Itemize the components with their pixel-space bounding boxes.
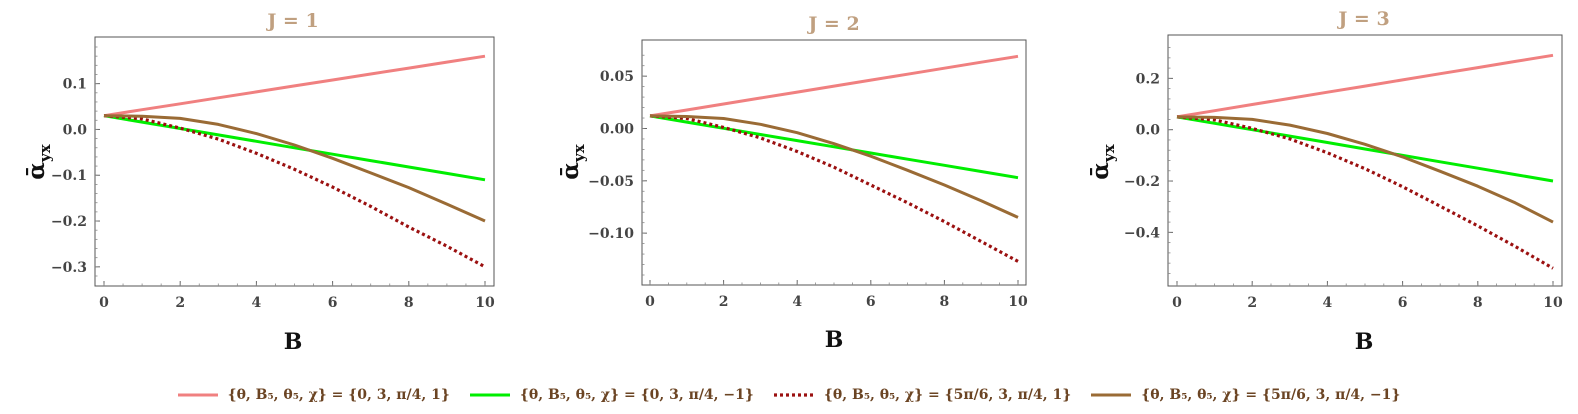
x-tick-label: 8 [1473,295,1483,311]
x-tick-label: 4 [252,295,262,311]
series-line [103,114,486,182]
x-tick-label: 0 [645,294,655,310]
series-line [649,114,1019,263]
y-tick-label: 0.05 [600,69,634,85]
plot-frame [94,36,495,287]
legend-item: {θ, B₅, θ₅, χ} = {5π/6, 3, π/4, 1} [773,387,1072,403]
x-tick-label: 10 [475,295,495,311]
y-axis-label-symbol: ᾱ [23,162,50,180]
x-tick-label: 10 [1008,294,1028,310]
y-tick-label: 0.0 [63,122,88,138]
svg-text:ᾱyx: ᾱyx [1087,143,1118,179]
x-tick-label: 6 [328,295,338,311]
legend-label: {θ, B₅, θ₅, χ} = {0, 3, π/4, −1} [519,387,754,403]
x-tick-label: 0 [1172,295,1182,311]
y-tick-label: 0.2 [1136,71,1160,87]
y-tick-label: 0.1 [63,77,87,93]
x-axis-label: B [284,329,303,355]
panel-j1: J = 1 B ᾱyx 0 2 4 6 8 10 0.1 0.0 −0.1 −0.2 −0.3 [23,10,495,355]
x-tick-label: 10 [1543,295,1563,311]
y-axis-label-symbol: ᾱ [557,162,584,180]
legend-swatch [177,393,218,397]
y-tick-label: −0.2 [1124,174,1160,190]
legend-label: {θ, B₅, θ₅, χ} = {5π/6, 3, π/4, −1} [1141,387,1401,403]
x-tick-label: 4 [1323,295,1333,311]
y-tick-label: −0.10 [588,226,634,242]
series-line [1176,53,1554,119]
svg-text:ᾱyx: ᾱyx [557,143,588,179]
y-axis-label-subscript: yx [570,143,588,163]
legend-swatch [1091,393,1132,397]
x-tick-label: 2 [1247,295,1257,311]
legend-label: {θ, B₅, θ₅, χ} = {0, 3, π/4, 1} [227,387,450,403]
y-tick-label: 0.00 [600,121,634,137]
x-axis-label: B [825,327,844,353]
y-axis-label: ᾱyx [23,143,54,179]
legend-swatch [469,393,510,397]
x-tick-label: 0 [99,295,109,311]
y-axis-label-symbol: ᾱ [1087,162,1114,180]
y-tick-label: −0.4 [1124,225,1160,241]
y-tick-label: −0.05 [588,174,634,190]
series-line [103,114,486,269]
series-line [1176,115,1554,270]
panel-j3: J = 3 B ᾱyx 0 2 4 6 8 10 0.2 0.0 −0.2 −0.4 [1087,8,1563,355]
y-tick-label: −0.1 [51,168,87,184]
x-tick-label: 8 [404,295,414,311]
legend: {θ, B₅, θ₅, χ} = {0, 3, π/4, 1} {θ, B₅, … [0,382,1578,408]
y-axis-label-subscript: yx [36,143,54,163]
legend-item: {θ, B₅, θ₅, χ} = {5π/6, 3, π/4, −1} [1091,387,1400,403]
y-axis-label: ᾱyx [1087,143,1118,179]
panel-title: J = 3 [1336,8,1389,30]
x-tick-label: 2 [175,295,185,311]
x-tick-label: 8 [940,294,950,310]
panel-title: J = 1 [265,10,318,32]
x-tick-label: 2 [719,294,729,310]
series-line [1176,115,1554,224]
legend-label: {θ, B₅, θ₅, χ} = {5π/6, 3, π/4, 1} [823,387,1072,403]
y-axis-label-subscript: yx [1100,143,1118,163]
legend-item: {θ, B₅, θ₅, χ} = {0, 3, π/4, −1} [469,387,754,403]
series-line [103,114,486,223]
series-line [649,114,1019,219]
x-tick-label: 6 [866,294,876,310]
plot-frame [1167,34,1563,287]
plot-frame [641,39,1027,286]
x-tick-label: 6 [1398,295,1408,311]
series-line [649,114,1019,180]
series-line [103,54,486,118]
svg-text:ᾱyx: ᾱyx [23,143,54,179]
x-tick-label: 4 [792,294,802,310]
legend-item: {θ, B₅, θ₅, χ} = {0, 3, π/4, 1} [177,387,450,403]
legend-swatch [773,393,814,397]
series-line [649,54,1019,118]
panel-title: J = 2 [806,13,859,35]
y-axis-label: ᾱyx [557,143,588,179]
panel-j2: J = 2 B ᾱyx 0 2 4 6 8 10 0.05 0.00 −0.05 −0.10 [557,13,1028,353]
y-tick-label: −0.3 [51,260,87,276]
series-line [1176,115,1554,183]
y-tick-label: 0.0 [1136,123,1161,139]
y-tick-label: −0.2 [51,214,87,230]
x-axis-label: B [1355,329,1374,355]
